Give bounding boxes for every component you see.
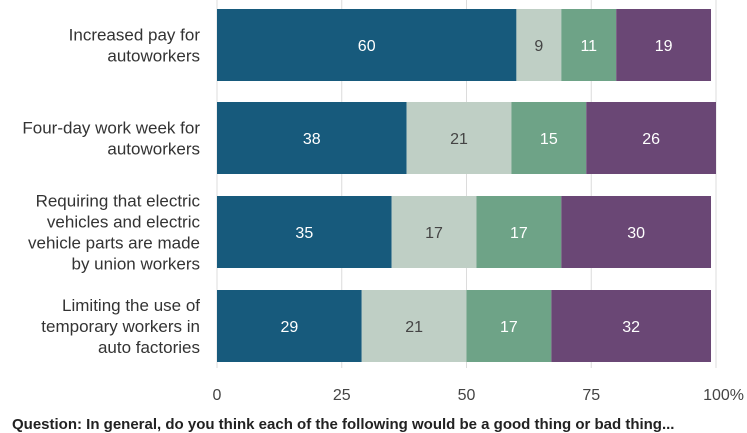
bar-segment (616, 9, 712, 81)
bars: 60 9 11 19 38 21 15 26 35 17 17 30 29 21 17 32 (217, 9, 716, 362)
bar-segment (551, 290, 712, 362)
data-label: 21 (405, 319, 423, 336)
x-tick-label: 100% (703, 387, 744, 404)
category-label: autoworkers (107, 47, 200, 66)
x-tick-label: 0 (213, 387, 222, 404)
data-label: 17 (425, 225, 443, 242)
bar-segment (511, 102, 587, 174)
category-label: Requiring that electric (36, 192, 201, 211)
category-label: vehicles and electric (47, 213, 201, 232)
data-label: 38 (303, 131, 321, 148)
category-label: by union workers (71, 255, 200, 274)
category-labels: Increased pay for autoworkers Four-day wor… (22, 26, 200, 358)
bar-segment (586, 102, 716, 174)
category-label: Four-day work week for (22, 119, 200, 138)
bar-segment (516, 9, 562, 81)
data-label: 29 (280, 319, 298, 336)
category-label: auto factories (98, 338, 200, 357)
data-label: 17 (500, 319, 518, 336)
data-label: 9 (534, 38, 543, 55)
bar-segment (217, 196, 392, 268)
bar-segment (217, 102, 407, 174)
bar-segment (561, 9, 617, 81)
category-label: autoworkers (107, 140, 200, 159)
bar-segment (476, 196, 562, 268)
category-label: Limiting the use of (62, 296, 200, 315)
bar-segment (406, 102, 512, 174)
bar-segment (466, 290, 552, 362)
data-label: 19 (655, 38, 673, 55)
x-tick-label: 75 (582, 387, 600, 404)
bar-segment (391, 196, 477, 268)
x-tick-label: 25 (333, 387, 351, 404)
data-label: 30 (627, 225, 645, 242)
bar-segment (361, 290, 467, 362)
data-label: 11 (580, 38, 597, 55)
data-label: 21 (450, 131, 468, 148)
x-axis-ticks: 0 25 50 75 100% (213, 387, 744, 404)
data-label: 15 (540, 131, 558, 148)
data-label: 26 (642, 131, 660, 148)
bar-segment (217, 290, 362, 362)
x-tick-label: 50 (458, 387, 476, 404)
category-label: temporary workers in (41, 317, 200, 336)
data-label: 35 (295, 225, 313, 242)
data-label: 60 (358, 38, 376, 55)
bar-segment (561, 196, 712, 268)
data-label: 17 (510, 225, 528, 242)
bar-segment (217, 9, 517, 81)
footer-note: Question: In general, do you think each … (12, 416, 675, 433)
category-label: Increased pay for (69, 26, 201, 45)
data-label: 32 (622, 319, 640, 336)
category-label: vehicle parts are made (28, 234, 200, 253)
